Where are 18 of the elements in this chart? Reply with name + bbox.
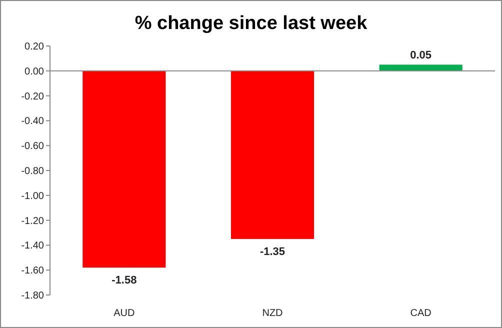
- chart-title: % change since last week: [134, 13, 368, 34]
- x-tick-label: NZD: [262, 308, 283, 319]
- y-tick-label: -0.60: [21, 141, 44, 152]
- x-tick-label: AUD: [114, 308, 135, 319]
- data-label: -1.35: [260, 246, 286, 258]
- y-tick-label: -1.20: [21, 216, 44, 227]
- y-tick-label: -0.20: [21, 91, 44, 102]
- y-tick-label: -1.60: [21, 266, 44, 277]
- y-tick-label: 0.00: [24, 66, 44, 78]
- y-tick-label: 0.20: [24, 42, 44, 52]
- y-tick-label: -0.80: [21, 166, 44, 177]
- y-tick-label: -1.80: [21, 290, 44, 302]
- x-tick-label: CAD: [410, 308, 432, 319]
- data-label: 0.05: [410, 50, 432, 62]
- data-label: -1.58: [112, 274, 137, 287]
- y-tick-label: -0.40: [21, 116, 44, 128]
- y-tick-label: -1.00: [21, 190, 44, 202]
- y-tick-label: -1.40: [21, 240, 44, 252]
